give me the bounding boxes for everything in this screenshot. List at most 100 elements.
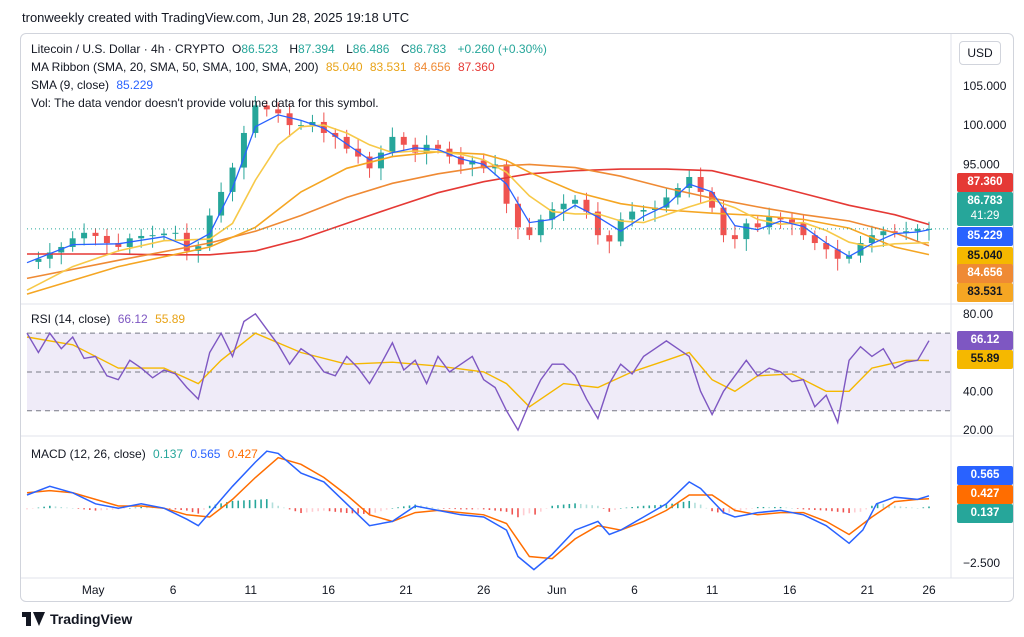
macd-histogram-bar [568, 503, 571, 509]
macd-histogram-bar [391, 508, 394, 509]
macd-line [26, 450, 930, 571]
macd-histogram-bar [374, 508, 377, 513]
macd-histogram-bar [357, 508, 359, 514]
macd-histogram-bar [768, 506, 770, 509]
sma9-line [26, 114, 930, 264]
macd-histogram-bar [779, 506, 782, 509]
candle-body [788, 219, 795, 224]
candle-body [583, 199, 590, 212]
candle-body [514, 203, 521, 228]
candle-body [594, 211, 601, 236]
macd-histogram-bar [191, 508, 194, 513]
macd-histogram-bar [448, 508, 451, 509]
macd-histogram-bar [574, 503, 576, 509]
candle-body [103, 235, 110, 244]
macd-histogram-bar [534, 508, 536, 515]
macd-histogram-bar [899, 506, 902, 509]
candle-body [457, 156, 464, 165]
macd-histogram-bar [905, 506, 907, 509]
macd-histogram-bar [819, 508, 822, 511]
macd-histogram-bar [437, 508, 439, 509]
macd-histogram-bar [385, 508, 388, 510]
macd-histogram-bar [665, 504, 668, 509]
rsi-ma-line [26, 332, 930, 408]
macd-histogram-bar [345, 508, 348, 514]
tradingview-footer[interactable]: TradingView [22, 611, 132, 627]
currency-button[interactable]: USD [959, 41, 1001, 65]
sma9-legend[interactable]: SMA (9, close) 85.229 [31, 78, 157, 92]
macd-histogram-bar [334, 508, 337, 512]
macd-histogram-bar [511, 508, 514, 515]
macd-histogram-bar [688, 500, 691, 509]
macd-histogram-bar [300, 508, 302, 514]
candle-body [697, 176, 704, 192]
candle-body [286, 113, 293, 126]
candle-body [389, 136, 396, 153]
candle-body [629, 211, 636, 220]
macd-histogram-bar [694, 502, 696, 509]
macd-histogram-bar [243, 500, 245, 509]
macd-histogram-bar [311, 508, 314, 512]
symbol-label[interactable]: Litecoin / U.S. Dollar · 4h · CRYPTO [31, 42, 225, 56]
macd-value: 0.565 [190, 447, 221, 461]
ma-ribbon-label: MA Ribbon (SMA, 20, SMA, 50, SMA, 100, S… [31, 60, 319, 74]
macd-histogram-bar [853, 508, 856, 513]
macd-histogram-bar [831, 508, 833, 512]
candle-body [195, 246, 202, 251]
last-price-badge: 86.783 41:29 [957, 192, 1013, 226]
macd-histogram-bar [637, 506, 639, 509]
macd-histogram-bar [814, 508, 816, 511]
macd-histogram-bar [465, 508, 468, 510]
macd-histogram-bar [128, 508, 131, 509]
macd-histogram-bar [317, 508, 319, 512]
macd-histogram-bar [197, 508, 200, 514]
macd-histogram-bar [522, 508, 525, 516]
sma100-price-badge: 84.656 [957, 264, 1013, 283]
macd-histogram-bar [528, 508, 531, 514]
macd-price-badge: 0.565 [957, 466, 1013, 485]
macd-histogram-bar [186, 508, 188, 511]
sma200-price-badge: 87.360 [957, 173, 1013, 192]
candle-body [674, 188, 681, 198]
macd-histogram-bar [408, 505, 411, 509]
macd-histogram-bar [928, 506, 930, 509]
tradingview-logo-icon [22, 612, 45, 626]
candle-body [914, 228, 921, 232]
ma-ribbon-value-100: 84.656 [413, 60, 451, 74]
macd-histogram-bar [705, 507, 708, 509]
price-tick-label: 105.000 [963, 79, 1007, 93]
rsi-tick-label: 20.00 [963, 423, 993, 437]
macd-histogram-bar [43, 506, 45, 509]
sma20-price-badge: 85.040 [957, 247, 1013, 266]
ma-ribbon-legend[interactable]: MA Ribbon (SMA, 20, SMA, 50, SMA, 100, S… [31, 60, 499, 74]
candle-body [298, 125, 305, 127]
macd-histogram-bar [168, 508, 171, 509]
macd-histogram-bar [591, 505, 593, 509]
macd-histogram-bar [54, 506, 57, 509]
macd-histogram-bar [893, 505, 896, 509]
macd-histogram-bar [288, 508, 291, 510]
macd-histogram-bar [682, 501, 685, 509]
macd-histogram-bar [271, 502, 274, 509]
macd-histogram-bar [562, 504, 565, 509]
macd-legend[interactable]: MACD (12, 26, close) 0.137 0.565 0.427 [31, 447, 262, 461]
chart-frame[interactable]: 105.000 100.000 95.000 80.00 40.00 20.00 −2.50… [20, 33, 1014, 602]
candle-body [320, 121, 327, 133]
macd-histogram-bar [888, 504, 890, 509]
macd-histogram-bar [614, 508, 616, 511]
rsi-legend[interactable]: RSI (14, close) 66.12 55.89 [31, 312, 189, 326]
macd-histogram-bar [842, 508, 845, 513]
macd-histogram-bar [77, 508, 80, 509]
macd-histogram-bar [488, 508, 491, 511]
candle-body [115, 243, 122, 247]
rsi-price-badge: 66.12 [957, 331, 1013, 350]
sma9-price-badge: 85.229 [957, 227, 1013, 246]
candle-body [640, 210, 647, 212]
volume-legend: Vol: The data vendor doesn't provide vol… [31, 96, 379, 110]
macd-histogram-bar [922, 507, 925, 509]
ohlc-low: L86.486 [346, 42, 390, 56]
candle-body [868, 235, 875, 244]
macd-histogram-bar [602, 508, 605, 509]
chart-canvas[interactable]: 105.000 100.000 95.000 80.00 40.00 20.00 −2.50… [21, 34, 1013, 601]
macd-histogram-bar [151, 507, 154, 509]
